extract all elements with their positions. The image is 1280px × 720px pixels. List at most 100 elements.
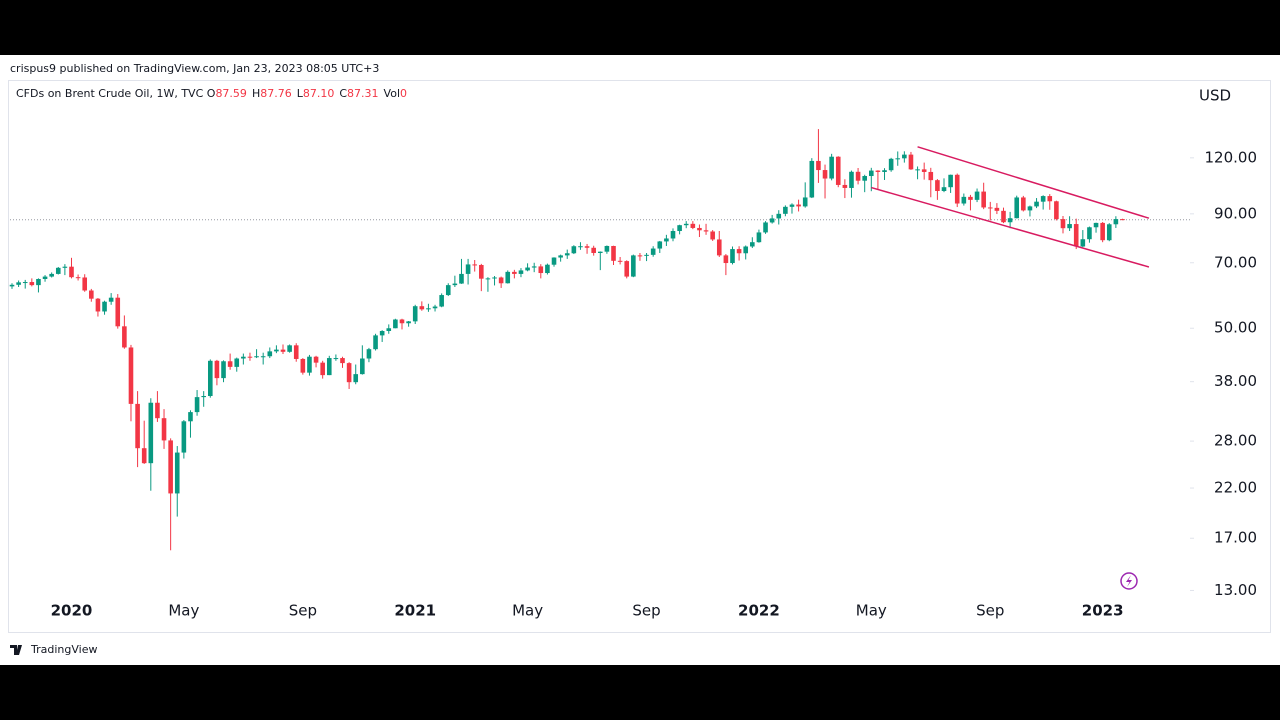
candle-body (928, 171, 934, 181)
candle-body (194, 397, 200, 413)
candle-body (512, 271, 517, 274)
candle-body (822, 170, 828, 179)
candle-body (921, 169, 927, 172)
candle-body (637, 255, 643, 257)
candle-body (161, 418, 167, 441)
candle-body (42, 276, 48, 279)
candle-body (340, 358, 345, 364)
candle-body (36, 278, 41, 286)
y-tick-label: 90.00 (1214, 204, 1257, 222)
candle-body (485, 278, 491, 280)
candle-body (393, 319, 398, 329)
candle-body (677, 225, 682, 232)
candle-body (1093, 222, 1099, 228)
candle-body (102, 301, 107, 312)
candle-body (961, 196, 967, 204)
candle-body (1034, 201, 1039, 207)
legend-key: O (206, 87, 216, 100)
candle-body (1047, 196, 1053, 202)
candle-body (558, 255, 563, 258)
candle-body (697, 227, 702, 231)
candle-body (1106, 224, 1112, 241)
y-tick-label: 17.00 (1214, 529, 1257, 547)
candle-body (1060, 219, 1066, 229)
plot: 13.00 17.00 22.00 28.00 38.00 50.00 70.00 90.00… (9, 129, 1257, 620)
footer-brand: TradingView (30, 643, 97, 656)
candle-body (882, 170, 887, 172)
candle-body (1007, 218, 1013, 223)
candle-body (326, 358, 332, 376)
candle-body (531, 266, 537, 268)
candle-body (214, 360, 220, 379)
candle-body (82, 277, 88, 291)
lightning-icon (1120, 572, 1138, 590)
candle-body (174, 452, 180, 494)
legend-key: C (339, 87, 348, 100)
candle-body (267, 351, 273, 357)
candle-body (829, 156, 834, 179)
candle-body (730, 249, 735, 264)
candle-body (802, 197, 808, 207)
footer-logo (10, 645, 22, 655)
candle-body (373, 335, 378, 350)
legend-value: 87.59 (215, 87, 247, 100)
candle-body (1040, 196, 1046, 202)
candle-body (525, 267, 530, 271)
candle-body (849, 171, 854, 188)
y-tick-label: 50.00 (1214, 319, 1257, 337)
candle-body (1021, 197, 1026, 211)
candle-body (379, 330, 385, 336)
candle-body (954, 174, 960, 204)
candle-body (1087, 227, 1092, 240)
candle-body (241, 356, 246, 359)
candle-body (465, 264, 471, 274)
candle-body (743, 246, 749, 254)
legend-key: Vol (383, 87, 401, 100)
candle-body (683, 223, 689, 226)
header-title: crispus9 published on TradingView.com, J… (10, 62, 379, 75)
candle-body (254, 356, 259, 358)
candle-body (459, 273, 464, 284)
candle-body (776, 213, 782, 219)
legend-value: 87.76 (260, 87, 292, 100)
candle-body (300, 358, 306, 373)
y-tick-label: 38.00 (1214, 372, 1257, 390)
legend-key: H (251, 87, 261, 100)
candle-body (611, 245, 616, 261)
candle-body (108, 297, 114, 302)
candle-body (968, 196, 973, 200)
candle-body (875, 170, 881, 172)
candle-body (769, 218, 775, 223)
candle-body (333, 358, 339, 360)
channel-line (871, 186, 1150, 268)
candle-body (974, 191, 980, 200)
candle-body (789, 204, 795, 207)
candle-body (816, 160, 821, 171)
candle-body (564, 253, 570, 256)
candle-body (597, 251, 603, 253)
candle-body (386, 328, 392, 331)
y-tick-label: 13.00 (1214, 581, 1257, 599)
channel-line (917, 146, 1150, 219)
candle-body (293, 345, 299, 359)
candle-body (604, 245, 610, 252)
candle-body (915, 169, 920, 171)
candle-body (1001, 210, 1006, 223)
candle-body (888, 158, 894, 171)
candle-body (842, 184, 848, 188)
x-tick-label: Sep (976, 602, 1004, 620)
candle-body (122, 326, 127, 348)
legend-value: 0 (400, 87, 408, 100)
candle-body (657, 241, 663, 249)
x-tick-label: 2023 (1082, 602, 1124, 620)
candle-body (16, 282, 21, 285)
candle-body (624, 261, 630, 277)
candle-body (908, 154, 914, 170)
candle-body (69, 266, 74, 278)
candle-body (862, 176, 867, 181)
candle-body (941, 187, 947, 192)
candle-body (723, 255, 729, 264)
candle-body (736, 249, 742, 254)
candle-body (1027, 206, 1033, 211)
